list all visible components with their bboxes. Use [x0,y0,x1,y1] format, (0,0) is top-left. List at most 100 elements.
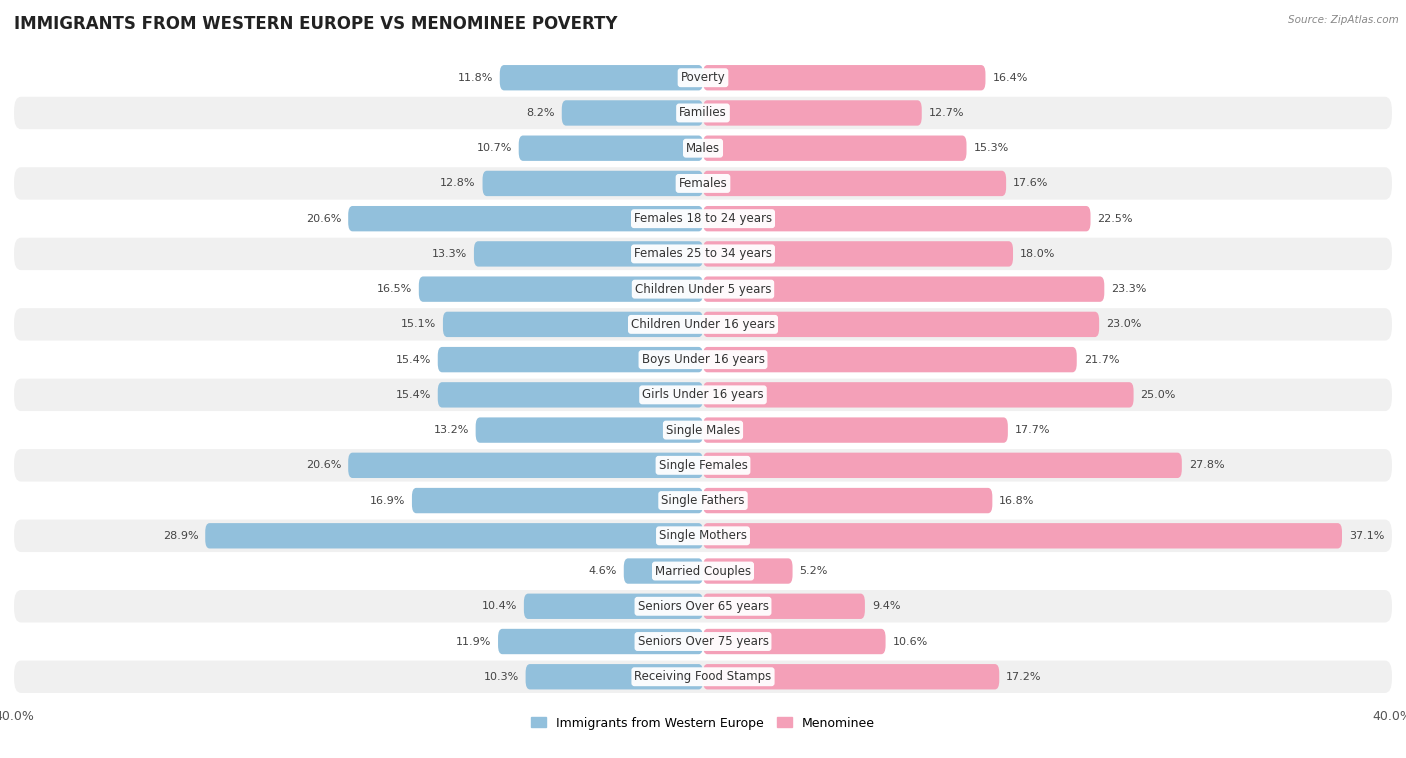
Text: Single Males: Single Males [666,424,740,437]
FancyBboxPatch shape [498,629,703,654]
Text: Single Mothers: Single Mothers [659,529,747,542]
FancyBboxPatch shape [703,171,1007,196]
FancyBboxPatch shape [703,664,1000,690]
FancyBboxPatch shape [703,418,1008,443]
Text: 10.7%: 10.7% [477,143,512,153]
FancyBboxPatch shape [703,65,986,90]
Text: 17.6%: 17.6% [1012,178,1049,189]
Text: Families: Families [679,106,727,120]
Text: 20.6%: 20.6% [307,460,342,470]
FancyBboxPatch shape [526,664,703,690]
Text: 22.5%: 22.5% [1098,214,1133,224]
FancyBboxPatch shape [474,241,703,267]
FancyBboxPatch shape [412,488,703,513]
Text: 9.4%: 9.4% [872,601,900,611]
Text: 15.4%: 15.4% [395,390,430,400]
FancyBboxPatch shape [14,449,1392,481]
FancyBboxPatch shape [14,168,1392,199]
FancyBboxPatch shape [14,414,1392,446]
Text: 13.3%: 13.3% [432,249,467,259]
Text: 15.3%: 15.3% [973,143,1008,153]
FancyBboxPatch shape [482,171,703,196]
Text: IMMIGRANTS FROM WESTERN EUROPE VS MENOMINEE POVERTY: IMMIGRANTS FROM WESTERN EUROPE VS MENOMI… [14,15,617,33]
FancyBboxPatch shape [703,523,1341,549]
Text: Females 18 to 24 years: Females 18 to 24 years [634,212,772,225]
Text: Receiving Food Stamps: Receiving Food Stamps [634,670,772,683]
Text: 16.4%: 16.4% [993,73,1028,83]
Text: 37.1%: 37.1% [1348,531,1385,540]
FancyBboxPatch shape [524,594,703,619]
FancyBboxPatch shape [703,453,1182,478]
FancyBboxPatch shape [419,277,703,302]
Text: 12.7%: 12.7% [928,108,965,118]
FancyBboxPatch shape [624,559,703,584]
Text: 17.2%: 17.2% [1007,672,1042,681]
FancyBboxPatch shape [703,100,922,126]
FancyBboxPatch shape [437,347,703,372]
Text: 16.9%: 16.9% [370,496,405,506]
FancyBboxPatch shape [14,61,1392,94]
Text: 10.6%: 10.6% [893,637,928,647]
FancyBboxPatch shape [703,206,1091,231]
Text: Single Females: Single Females [658,459,748,471]
Text: 27.8%: 27.8% [1188,460,1225,470]
Text: 12.8%: 12.8% [440,178,475,189]
Text: Seniors Over 75 years: Seniors Over 75 years [637,635,769,648]
Text: Females 25 to 34 years: Females 25 to 34 years [634,247,772,261]
FancyBboxPatch shape [703,347,1077,372]
Text: Boys Under 16 years: Boys Under 16 years [641,353,765,366]
FancyBboxPatch shape [14,625,1392,658]
FancyBboxPatch shape [14,555,1392,587]
FancyBboxPatch shape [14,519,1392,552]
Text: Girls Under 16 years: Girls Under 16 years [643,388,763,401]
FancyBboxPatch shape [205,523,703,549]
Text: 25.0%: 25.0% [1140,390,1175,400]
FancyBboxPatch shape [499,65,703,90]
FancyBboxPatch shape [14,343,1392,376]
Text: 23.3%: 23.3% [1111,284,1146,294]
Text: Females: Females [679,177,727,190]
FancyBboxPatch shape [14,202,1392,235]
Text: Married Couples: Married Couples [655,565,751,578]
Text: 11.8%: 11.8% [457,73,494,83]
FancyBboxPatch shape [443,312,703,337]
Text: 15.1%: 15.1% [401,319,436,330]
Text: 4.6%: 4.6% [589,566,617,576]
Text: Males: Males [686,142,720,155]
Text: 10.3%: 10.3% [484,672,519,681]
Text: 13.2%: 13.2% [433,425,468,435]
Text: 10.4%: 10.4% [482,601,517,611]
FancyBboxPatch shape [14,273,1392,305]
FancyBboxPatch shape [703,277,1104,302]
FancyBboxPatch shape [562,100,703,126]
FancyBboxPatch shape [703,382,1133,408]
Text: 18.0%: 18.0% [1019,249,1056,259]
Text: 8.2%: 8.2% [526,108,555,118]
FancyBboxPatch shape [14,379,1392,411]
FancyBboxPatch shape [349,453,703,478]
FancyBboxPatch shape [703,594,865,619]
FancyBboxPatch shape [703,559,793,584]
FancyBboxPatch shape [703,136,966,161]
FancyBboxPatch shape [14,132,1392,164]
Text: 5.2%: 5.2% [800,566,828,576]
Text: 20.6%: 20.6% [307,214,342,224]
FancyBboxPatch shape [703,312,1099,337]
FancyBboxPatch shape [437,382,703,408]
Text: 23.0%: 23.0% [1107,319,1142,330]
Legend: Immigrants from Western Europe, Menominee: Immigrants from Western Europe, Menomine… [526,712,880,735]
Text: 15.4%: 15.4% [395,355,430,365]
Text: Children Under 16 years: Children Under 16 years [631,318,775,331]
FancyBboxPatch shape [475,418,703,443]
Text: Source: ZipAtlas.com: Source: ZipAtlas.com [1288,15,1399,25]
Text: 21.7%: 21.7% [1084,355,1119,365]
Text: Children Under 5 years: Children Under 5 years [634,283,772,296]
Text: 17.7%: 17.7% [1015,425,1050,435]
FancyBboxPatch shape [14,309,1392,340]
FancyBboxPatch shape [703,241,1012,267]
FancyBboxPatch shape [14,660,1392,693]
FancyBboxPatch shape [703,488,993,513]
FancyBboxPatch shape [14,484,1392,517]
Text: 16.8%: 16.8% [1000,496,1035,506]
FancyBboxPatch shape [349,206,703,231]
